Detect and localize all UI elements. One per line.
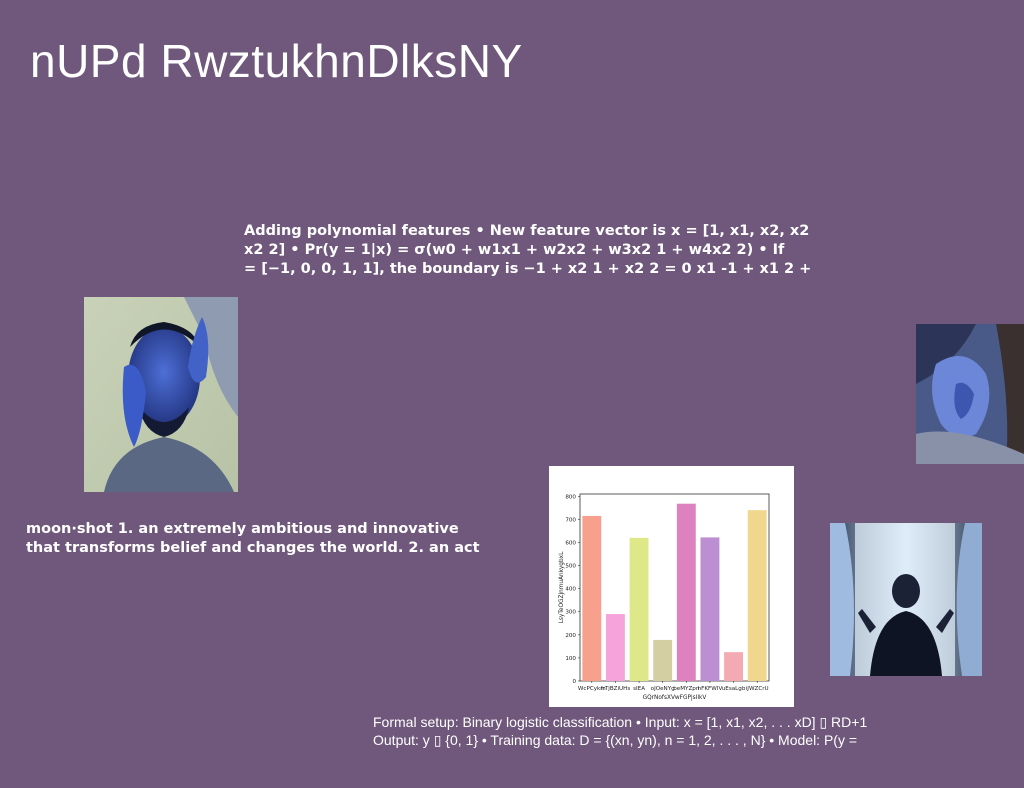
polynomial-features-text: Adding polynomial features • New feature… (244, 222, 884, 279)
bar (676, 503, 696, 681)
formal-setup-text: Formal setup: Binary logistic classifica… (373, 713, 993, 749)
x-tick-label: beMYZpn (673, 686, 700, 692)
y-tick-label: 300 (565, 610, 576, 616)
x-tick-label: WcPCykm (578, 686, 606, 692)
formal-text-line: Formal setup: Binary logistic classifica… (373, 714, 868, 730)
x-axis-label: GQrNofsXVwFGPjsIIkV (643, 695, 707, 701)
y-tick-label: 100 (565, 656, 576, 662)
bar (747, 510, 767, 681)
x-tick-label: oJOeNYg (651, 686, 676, 692)
y-tick-label: 600 (565, 540, 576, 546)
bar (653, 639, 673, 681)
y-tick-label: 400 (565, 587, 576, 593)
moonshot-text-line: moon·shot 1. an extremely ambitious and … (26, 521, 459, 537)
window-photo (830, 523, 982, 676)
man-photo (84, 297, 238, 492)
formal-text-line: Output: y ▯ {0, 1} • Training data: D = … (373, 732, 858, 748)
y-tick-label: 0 (572, 679, 576, 685)
bar (724, 652, 744, 681)
bar (629, 537, 649, 681)
x-tick-label: sIEA (633, 686, 645, 692)
polynomial-text-line: Adding polynomial features • New feature… (244, 223, 810, 239)
x-tick-label: hFKFWIV (698, 686, 723, 692)
moonshot-definition-text: moon·shot 1. an extremely ambitious and … (26, 520, 526, 558)
plot-frame (579, 493, 770, 682)
polynomial-text-line: = [−1, 0, 0, 1, 1], the boundary is −1 +… (244, 261, 812, 277)
y-tick-label: 200 (565, 633, 576, 639)
bar (700, 537, 720, 681)
x-tick-label: iJWZCrU (746, 686, 769, 692)
hand-photo (916, 324, 1024, 464)
y-axis-label: LsyTeOGZjnmuAnkygbxL (559, 551, 565, 623)
x-tick-label: uEsaLgb (722, 686, 746, 692)
bar-chart: WcPCykm frTjBZiUHs sIEA oJOeNYg beMYZpn hFKFW… (549, 466, 794, 707)
x-tick-label: frTjBZiUHs (601, 686, 631, 692)
y-tick-label: 800 (565, 494, 576, 500)
y-tick-label: 500 (565, 564, 576, 570)
slide-title: nUPd RwztukhnDlksNY (30, 35, 523, 87)
polynomial-text-line: x2 2] • Pr(y = 1|x) = σ(w0 + w1x1 + w2x2… (244, 242, 785, 258)
bar (582, 515, 602, 681)
y-tick-label: 700 (565, 517, 576, 523)
moonshot-text-line: that transforms belief and changes the w… (26, 540, 480, 556)
bar (605, 614, 625, 681)
